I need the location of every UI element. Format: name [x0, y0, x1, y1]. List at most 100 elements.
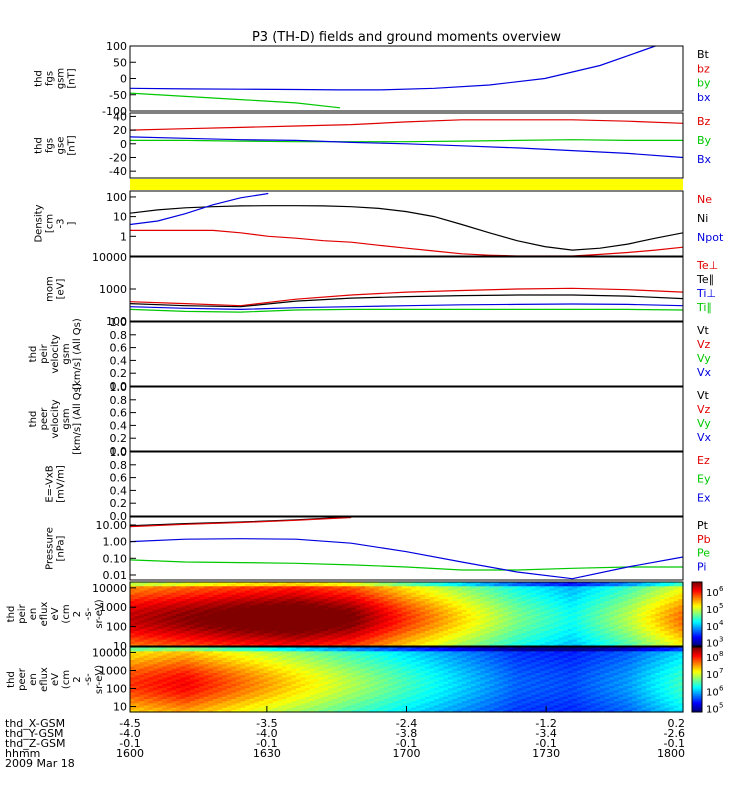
heatmap-cell: [378, 590, 385, 594]
heatmap-cell: [217, 626, 223, 630]
heatmap-cell: [194, 705, 200, 709]
heatmap-cell: [153, 643, 159, 647]
heatmap-cell: [567, 588, 573, 592]
heatmap-cell: [521, 637, 527, 641]
heatmap-cell: [323, 594, 329, 598]
heatmap-cell: [572, 641, 578, 645]
heatmap-cell: [249, 675, 256, 678]
heatmap-cell: [627, 605, 633, 609]
heatmap-cell: [277, 609, 283, 613]
heatmap-cell: [650, 584, 656, 587]
heatmap-cell: [360, 626, 366, 630]
heatmap-cell: [203, 679, 209, 683]
heatmap-cell: [526, 620, 532, 624]
heatmap-cell: [424, 631, 431, 634]
heatmap-cell: [259, 670, 265, 674]
heatmap-cell: [374, 607, 380, 611]
heatmap-cell: [143, 622, 150, 626]
heatmap-cell: [443, 607, 449, 611]
heatmap-cell: [231, 657, 237, 661]
heatmap-cell: [466, 599, 472, 602]
heatmap-cell: [314, 599, 320, 602]
colorbar-cell: [692, 617, 702, 620]
heatmap-cell: [609, 622, 615, 626]
heatmap-cell: [194, 594, 200, 598]
heatmap-cell: [282, 649, 288, 652]
heatmap-cell: [203, 614, 209, 617]
heatmap-cell: [374, 641, 380, 645]
heatmap-cell: [148, 582, 154, 585]
heatmap-cell: [415, 582, 421, 585]
heatmap-cell: [235, 607, 242, 611]
heatmap-cell: [466, 631, 472, 634]
heatmap-cell: [503, 626, 509, 630]
heatmap-cell: [268, 620, 274, 624]
heatmap-cell: [240, 626, 246, 630]
heatmap-cell: [498, 643, 504, 647]
heatmap-cell: [189, 641, 196, 645]
heatmap-cell: [300, 584, 306, 587]
heatmap-cell: [148, 622, 154, 626]
heatmap-cell: [627, 594, 633, 598]
heatmap-cell: [143, 639, 150, 643]
heatmap-cell: [166, 677, 173, 681]
heatmap-cell: [272, 624, 279, 628]
heatmap-cell: [475, 616, 481, 619]
heatmap-cell: [245, 677, 251, 681]
heatmap-cell: [480, 614, 486, 617]
heatmap-cell: [581, 611, 587, 615]
heatmap-cell: [166, 614, 173, 617]
heatmap-cell: [231, 660, 237, 663]
heatmap-cell: [553, 616, 560, 619]
heatmap-cell: [208, 622, 214, 626]
heatmap-cell: [438, 639, 444, 643]
heatmap-cell: [300, 616, 306, 619]
heatmap-cell: [494, 582, 500, 585]
heatmap-cell: [434, 592, 440, 596]
heatmap-cell: [609, 592, 615, 596]
heatmap-cell: [646, 592, 652, 596]
heatmap-cell: [217, 582, 223, 585]
heatmap-cell: [318, 590, 325, 594]
heatmap-cell: [401, 631, 408, 634]
heatmap-cell: [148, 657, 154, 661]
heatmap-cell: [641, 641, 647, 645]
heatmap-cell: [314, 639, 320, 643]
heatmap-cell: [268, 653, 274, 657]
heatmap-cell: [673, 637, 679, 641]
heatmap-cell: [498, 601, 504, 604]
heatmap-cell: [185, 614, 191, 617]
heatmap-cell: [618, 590, 624, 594]
heatmap-cell: [632, 628, 638, 632]
heatmap-cell: [553, 605, 560, 609]
heatmap-cell: [323, 582, 329, 585]
heatmap-cell: [351, 605, 357, 609]
heatmap-cell: [604, 611, 610, 615]
heatmap-cell: [655, 592, 661, 596]
heatmap-cell: [189, 586, 196, 589]
heatmap-cell: [300, 668, 306, 672]
heatmap-cell: [268, 701, 274, 704]
heatmap-cell: [397, 616, 403, 619]
heatmap-cell: [613, 601, 620, 604]
heatmap-cell: [595, 626, 601, 630]
heatmap-cell: [254, 668, 260, 672]
heatmap-cell: [318, 633, 325, 636]
heatmap-cell: [217, 649, 223, 652]
heatmap-cell: [277, 618, 283, 621]
heatmap-cell: [176, 635, 182, 639]
heatmap-cell: [226, 601, 232, 604]
heatmap-cell: [424, 618, 431, 621]
legend-entry-Vx: Vx: [697, 431, 712, 444]
heatmap-cell: [498, 633, 504, 636]
heatmap-cell: [171, 637, 177, 641]
heatmap-cell: [263, 675, 269, 678]
heatmap-cell: [314, 607, 320, 611]
heatmap-cell: [572, 599, 578, 602]
heatmap-cell: [581, 603, 587, 607]
heatmap-cell: [203, 596, 209, 600]
heatmap-cell: [664, 614, 670, 617]
heatmap-cell: [295, 586, 302, 589]
heatmap-cell: [471, 582, 477, 585]
heatmap-cell: [259, 611, 265, 615]
